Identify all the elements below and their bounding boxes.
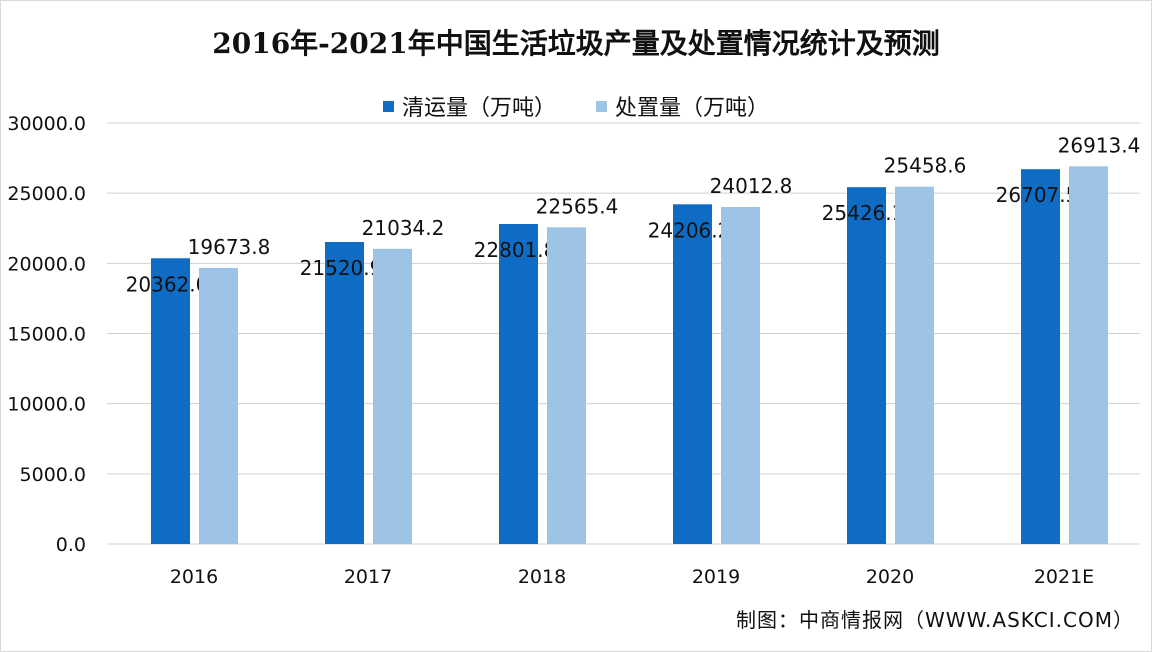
legend-label: 清运量（万吨） — [401, 96, 556, 121]
bar-dark — [325, 241, 364, 544]
x-tick-label: 2018 — [518, 566, 566, 588]
data-label: 22565.4 — [536, 194, 619, 218]
data-label: 20362.0 — [126, 272, 209, 296]
data-label: 26707.5 — [996, 183, 1079, 207]
bar-light — [547, 227, 586, 544]
bar-light — [199, 267, 238, 544]
data-label: 19673.8 — [188, 235, 271, 259]
data-label: 21520.9 — [300, 256, 383, 280]
bar-dark — [499, 224, 538, 544]
x-tick-label: 2019 — [692, 566, 740, 588]
data-label: 26913.4 — [1058, 133, 1141, 157]
y-tick-label: 10000.0 — [7, 394, 86, 416]
legend-label: 处置量（万吨） — [615, 96, 770, 121]
data-label: 25426.1 — [822, 201, 905, 225]
data-label: 24012.8 — [710, 174, 793, 198]
x-tick-label: 2016 — [170, 566, 218, 588]
legend-swatch — [382, 100, 394, 112]
y-tick-label: 5000.0 — [20, 464, 86, 486]
bar-light — [895, 186, 934, 544]
bar-dark — [847, 187, 886, 544]
data-label: 24206.2 — [648, 218, 731, 242]
legend-item-series-0: 清运量（万吨） — [382, 90, 556, 122]
legend: 清运量（万吨） 处置量（万吨） — [0, 90, 1152, 122]
bar-dark — [151, 258, 190, 544]
y-tick-label: 0.0 — [56, 534, 86, 556]
data-label: 25458.6 — [884, 154, 967, 178]
x-tick-label: 2020 — [866, 566, 914, 588]
bar-light — [721, 207, 760, 544]
y-tick-label: 20000.0 — [7, 253, 86, 275]
bar-light — [1069, 166, 1108, 544]
data-label: 21034.2 — [362, 216, 445, 240]
y-tick-label: 30000.0 — [7, 113, 86, 135]
bar-light — [373, 248, 412, 544]
x-tick-label: 2017 — [344, 566, 392, 588]
legend-swatch — [596, 100, 607, 112]
data-label: 22801.8 — [474, 238, 557, 262]
y-tick-label: 25000.0 — [7, 183, 86, 205]
x-tick-label: 2021E — [1034, 566, 1094, 588]
source-note: 制图：中商情报网（WWW.ASKCI.COM） — [736, 608, 1134, 632]
legend-item-series-1: 处置量（万吨） — [596, 90, 769, 122]
chart-title: 2016年-2021年中国生活垃圾产量及处置情况统计及预测 — [212, 27, 940, 60]
y-tick-label: 15000.0 — [7, 324, 86, 346]
bar-dark — [673, 204, 712, 544]
bar-dark — [1021, 169, 1060, 544]
